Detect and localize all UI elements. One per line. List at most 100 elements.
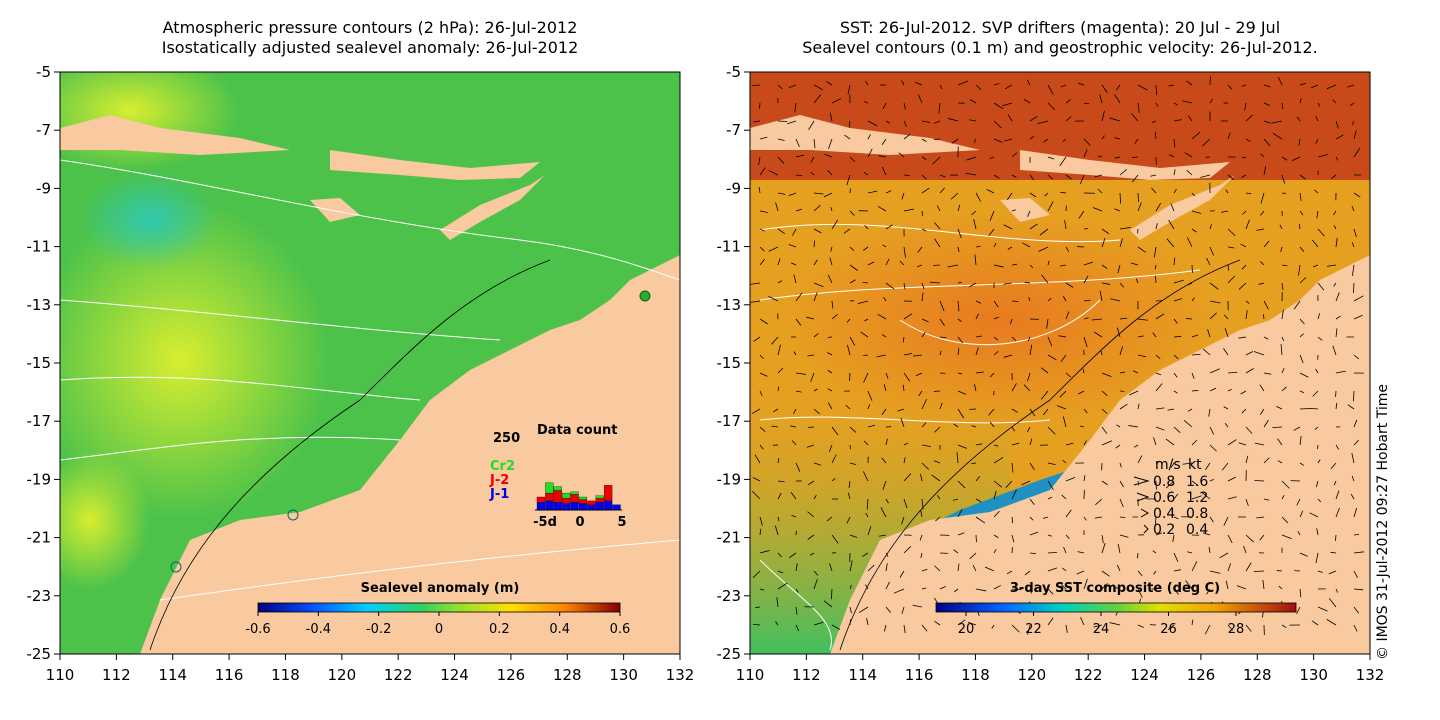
- velocity-vector: [867, 120, 878, 127]
- velocity-vector: [864, 318, 869, 322]
- velocity-vector: [1173, 279, 1184, 284]
- velocity-vector: [1293, 426, 1301, 431]
- australia-land-left: [140, 255, 680, 654]
- velocity-vector: [1315, 480, 1319, 488]
- legend-arrow: [1133, 476, 1150, 486]
- velocity-vector: [1227, 275, 1236, 284]
- velocity-vector: [1011, 624, 1020, 633]
- velocity-vector: [1281, 386, 1287, 392]
- velocity-vector: [1296, 116, 1301, 122]
- velocity-vector: [1299, 174, 1306, 180]
- velocity-vector: [1115, 444, 1121, 449]
- inset-bar-j-2: [562, 498, 571, 504]
- sealevel-contour-3: [899, 299, 1101, 346]
- velocity-vector: [1291, 156, 1301, 161]
- velocity-vector: [849, 246, 855, 251]
- velocity-vector: [1187, 408, 1193, 412]
- velocity-vector: [903, 372, 911, 382]
- velocity-vector: [989, 156, 995, 160]
- velocity-vector: [1029, 174, 1035, 181]
- velocity-vector: [921, 120, 931, 123]
- sla-colorbar: Sealevel anomaly (m) -0.6 -0.4 -0.2 0 0.2 0.4…: [245, 581, 630, 637]
- velocity-vector: [1353, 624, 1358, 632]
- velocity-vector: [808, 120, 815, 131]
- timor-left: [440, 175, 545, 240]
- velocity-vector: [914, 81, 923, 86]
- velocity-vector: [1101, 570, 1110, 577]
- islands-right: [1020, 150, 1230, 180]
- velocity-vector: [1223, 314, 1229, 320]
- velocity-vector: [777, 344, 781, 356]
- velocity-vector: [934, 138, 941, 140]
- velocity-vector: [759, 426, 766, 433]
- velocity-vector: [1047, 84, 1054, 95]
- inset-xlabel: -5d: [533, 515, 557, 530]
- velocity-vector: [1353, 507, 1358, 518]
- velocity-vector: [921, 444, 932, 448]
- velocity-vector: [921, 331, 926, 338]
- velocity-vector: [1065, 116, 1072, 122]
- velocity-vector: [1299, 318, 1305, 325]
- velocity-vector: [1011, 336, 1017, 341]
- velocity-vector: [1259, 384, 1265, 392]
- sst-colorbar-tick-label: 22: [1025, 622, 1042, 637]
- velocity-vector: [1245, 138, 1251, 143]
- velocity-vector: [1245, 219, 1250, 230]
- velocity-vector: [1119, 346, 1123, 356]
- velocity-vector: [1155, 102, 1159, 107]
- velocity-vector: [1137, 335, 1144, 338]
- velocity-vector: [1245, 534, 1254, 543]
- velocity-vector: [1254, 442, 1265, 446]
- velocity-vector: [938, 102, 941, 114]
- velocity-vector: [1004, 138, 1013, 142]
- velocity-vector: [921, 187, 930, 194]
- velocity-vector: [957, 390, 967, 395]
- velocity-vector: [1238, 442, 1247, 446]
- velocity-vector: [1083, 317, 1089, 320]
- velocity-vector: [1154, 131, 1157, 140]
- velocity-vector: [975, 313, 979, 320]
- velocity-vector: [1065, 624, 1068, 633]
- velocity-vector: [885, 190, 892, 194]
- velocity-vector: [1278, 585, 1283, 590]
- velocity-vector: [916, 264, 923, 268]
- velocity-vector: [848, 480, 851, 489]
- velocity-vector: [881, 166, 887, 176]
- left-xtick-label: 122: [384, 666, 413, 684]
- velocity-vector: [830, 588, 833, 600]
- velocity-vector: [1047, 201, 1054, 212]
- velocity-vector: [1115, 84, 1121, 91]
- velocity-vector: [1119, 516, 1126, 518]
- right-xtick-label: 112: [792, 666, 821, 684]
- velocity-vector: [1059, 264, 1067, 267]
- velocity-vector: [1003, 224, 1013, 230]
- velocity-vector: [1065, 372, 1072, 378]
- velocity-vector: [877, 313, 887, 320]
- right-ytick-label: -15: [717, 354, 742, 372]
- velocity-vector: [1083, 149, 1088, 158]
- velocity-vector: [1263, 498, 1270, 501]
- velocity-vector: [1011, 588, 1022, 591]
- velocity-vector: [867, 564, 875, 572]
- velocity-vector: [1281, 624, 1287, 629]
- right-ytick-label: -5: [726, 63, 741, 81]
- velocity-vector: [1029, 516, 1034, 521]
- velocity-vector: [1293, 300, 1301, 310]
- velocity-vector: [1353, 228, 1357, 238]
- velocity-vector: [1173, 552, 1179, 562]
- velocity-vector: [1038, 246, 1049, 252]
- velocity-vector: [971, 462, 977, 465]
- velocity-vector: [973, 384, 977, 392]
- velocity-vector: [1154, 275, 1157, 284]
- velocity-vector: [1227, 132, 1231, 140]
- velocity-vector: [975, 371, 984, 374]
- velocity-vector: [777, 280, 783, 284]
- velocity-vector: [1191, 561, 1198, 572]
- velocity-vector: [759, 372, 768, 377]
- sst-colorbar-tick-label: 24: [1093, 622, 1110, 637]
- velocity-vector: [991, 624, 995, 629]
- velocity-vector: [1191, 480, 1199, 487]
- velocity-vector: [921, 587, 927, 590]
- velocity-vector: [1335, 534, 1337, 541]
- inset-bar-j-1: [570, 502, 579, 511]
